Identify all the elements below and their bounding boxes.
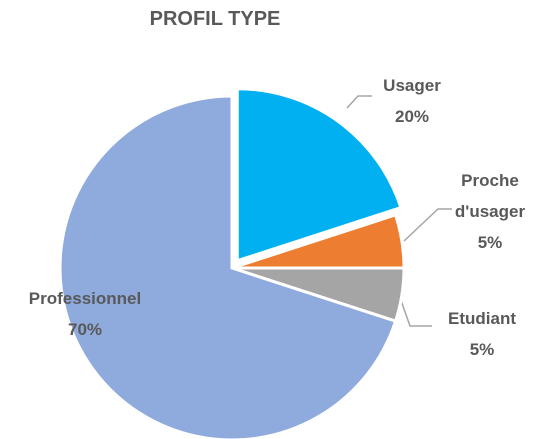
data-label: Usager 20% [362, 70, 462, 132]
leader-line [346, 95, 372, 109]
slice-name: Usager [383, 76, 441, 95]
slice-name: Professionnel [28, 289, 142, 308]
slice-value: 20% [394, 107, 430, 126]
slice-value: 5% [477, 233, 503, 252]
chart-title: PROFIL TYPE [149, 8, 281, 30]
data-label: Etudiant 5% [432, 303, 532, 365]
data-label: Professionnel 70% [5, 283, 165, 345]
leader-line [403, 208, 452, 242]
pie-slice [235, 87, 403, 263]
slice-name: Etudiant [448, 309, 516, 328]
leader-line [397, 291, 432, 327]
slice-value: 5% [469, 340, 495, 359]
slice-name: Proche d'usager [454, 171, 526, 221]
data-label: Proche d'usager 5% [440, 165, 540, 258]
slice-value: 70% [67, 320, 103, 339]
pie-slice [58, 94, 398, 439]
